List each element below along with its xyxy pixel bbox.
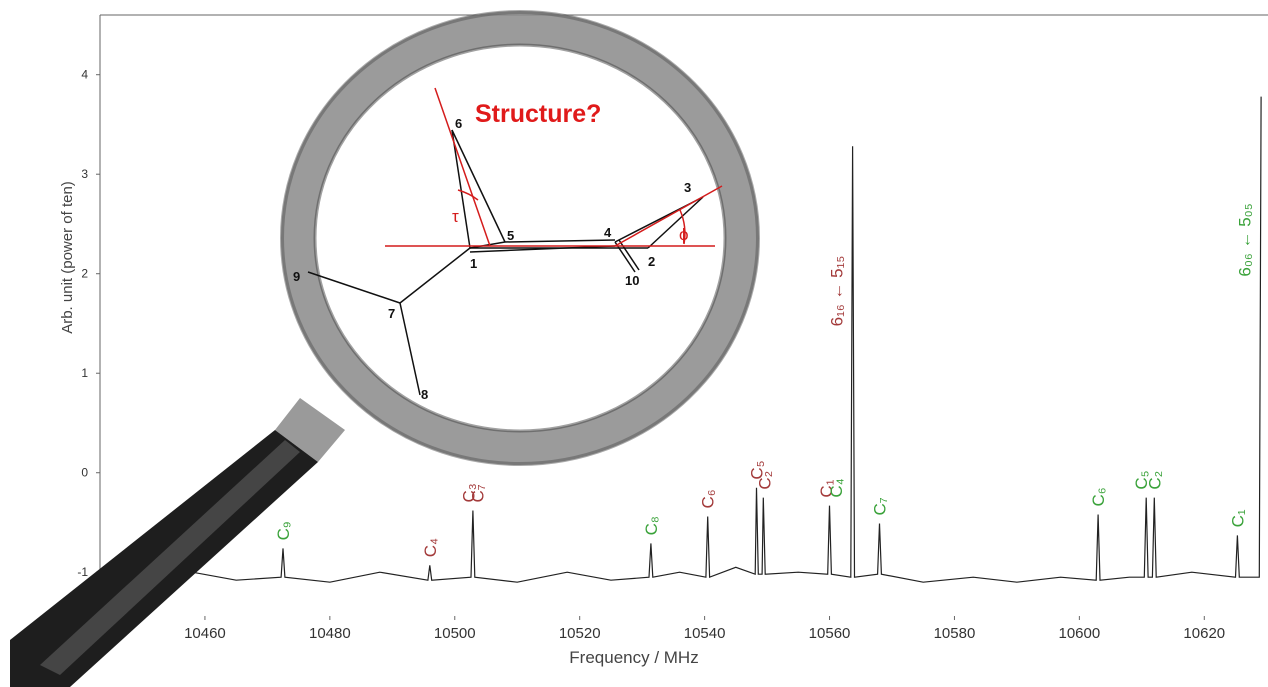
y-tick-label: 3 xyxy=(81,167,88,181)
y-tick-label: 1 xyxy=(81,366,88,380)
x-tick-label: 10520 xyxy=(559,625,601,642)
x-tick-label: 10560 xyxy=(809,625,851,642)
y-tick-label: 0 xyxy=(81,466,88,480)
atom-label: 2 xyxy=(648,254,655,269)
peak-label: C₁ xyxy=(1228,509,1247,527)
y-tick-label: 2 xyxy=(81,267,88,281)
y-tick-label: -1 xyxy=(77,565,88,579)
x-tick-label: 10500 xyxy=(434,625,476,642)
peak-label: C₂ xyxy=(1145,471,1164,490)
peak-label: C₇ xyxy=(468,484,487,502)
atom-label: 3 xyxy=(684,180,691,195)
x-axis-label: Frequency / MHz xyxy=(569,648,698,667)
peak-label: C₇ xyxy=(870,497,889,515)
peak-label: C₆ xyxy=(1089,487,1108,506)
atom-label: 1 xyxy=(470,256,477,271)
spectrum-line xyxy=(98,96,1262,583)
peak-label: C₆ xyxy=(699,489,718,508)
atom-label: 5 xyxy=(507,228,514,243)
handle-collar xyxy=(275,398,345,462)
x-tick-label: 10600 xyxy=(1059,625,1101,642)
angle-label: τ xyxy=(452,207,459,226)
peak-label: C₅ xyxy=(1132,470,1151,489)
peak-label: C₂ xyxy=(756,471,775,490)
peak-label: C₈ xyxy=(642,516,661,535)
x-tick-label: 10480 xyxy=(309,625,351,642)
peak-label: C₁ xyxy=(817,479,836,497)
lens-rim-outer xyxy=(280,10,760,466)
peak-label: C₄ xyxy=(827,478,846,497)
peak-label: C₄ xyxy=(421,538,440,557)
y-tick-label: 4 xyxy=(81,68,88,82)
peak-label: C₉ xyxy=(274,521,293,540)
angle-label: ϕ xyxy=(679,225,689,244)
atom-label: 7 xyxy=(388,306,395,321)
atom-label: 8 xyxy=(421,387,428,402)
y-axis-label: Arb. unit (power of ten) xyxy=(59,181,76,334)
x-tick-label: 10540 xyxy=(684,625,726,642)
lens-rim-inner xyxy=(313,43,727,433)
x-tick-label: 10460 xyxy=(184,625,226,642)
x-tick-label: 10580 xyxy=(934,625,976,642)
peak-label: C₃ xyxy=(460,483,479,502)
atom-label: 4 xyxy=(604,225,612,240)
transition-label: 6₀₆ ← 5₀₅ xyxy=(1236,203,1255,276)
magnifier xyxy=(10,10,760,687)
geometry-lines xyxy=(385,87,723,247)
lens-rim xyxy=(281,11,759,465)
atom-label: 6 xyxy=(455,116,462,131)
atom-label: 10 xyxy=(625,273,639,288)
x-tick-label: 10620 xyxy=(1183,625,1225,642)
atom-label: 9 xyxy=(293,269,300,284)
peak-label: C₅ xyxy=(747,461,766,480)
transition-label: 6₁₆ ← 5₁₅ xyxy=(828,256,847,327)
handle-shine xyxy=(40,440,300,675)
diagram-title: Structure? xyxy=(475,100,601,128)
